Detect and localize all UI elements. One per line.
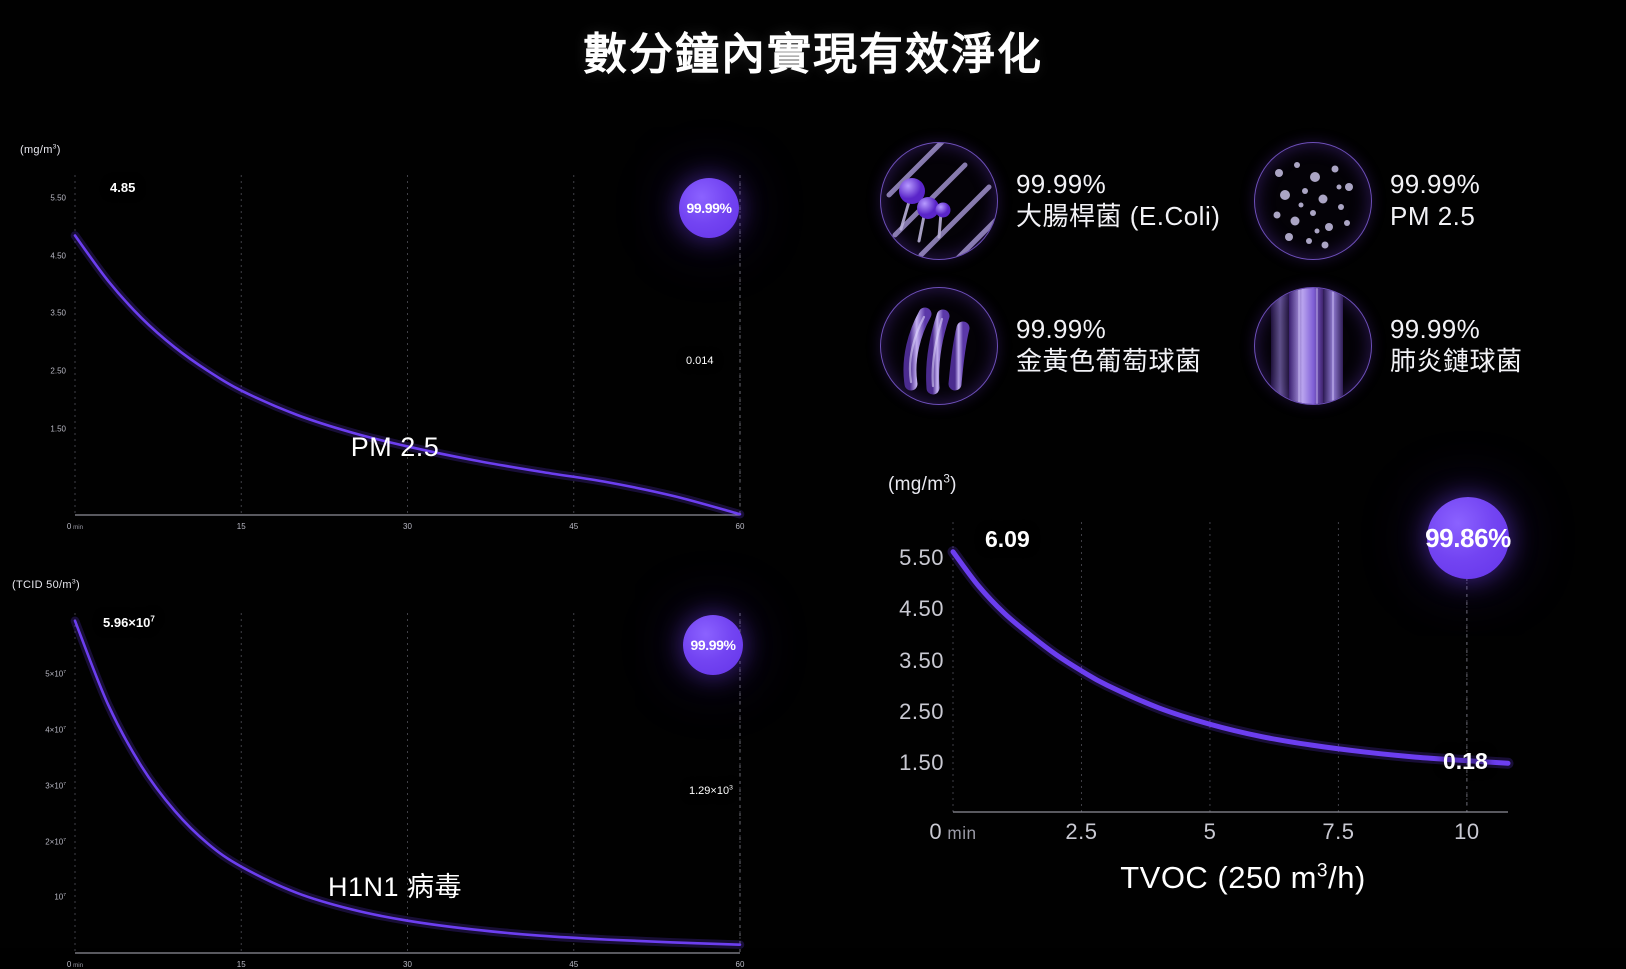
germ-name-ecoli: 大腸桿菌 (E.Coli) xyxy=(1016,201,1221,231)
tvoc-ytick: 2.50 xyxy=(899,698,944,724)
h1n1-xtick: 60 xyxy=(735,960,745,969)
chart-tvoc-plot: 5.50 4.50 3.50 2.50 1.50 0 min 2.5 5 7.5 10 xyxy=(899,522,1514,844)
germ-percent-ecoli: 99.99% xyxy=(1016,169,1106,200)
chart-pm25-caption: PM 2.5 xyxy=(350,432,440,462)
chart-tvoc: (mg/m3) 5.50 4.50 3.50 2.50 1.50 0 min 2.5 5 7.5… xyxy=(860,470,1626,910)
germ-efficiency-grid: 99.99% 大腸桿菌 (E.Coli) xyxy=(880,128,1616,418)
pm25-ytick: 3.50 xyxy=(50,308,66,318)
chart-h1n1-unit: (TCID 50/m3) xyxy=(12,578,80,591)
germ-name-staph: 金黃色葡萄球菌 xyxy=(1016,346,1202,376)
tvoc-xtick: 10 xyxy=(1454,819,1480,844)
chart-tvoc-caption: TVOC (250 m3/h) xyxy=(1120,860,1366,895)
chart-pm25-plot: 5.50 4.50 3.50 2.50 1.50 0 min 15 30 45 60 xyxy=(50,175,745,531)
germ-text-pm25: 99.99% PM 2.5 xyxy=(1390,169,1480,232)
germ-percent-pm25: 99.99% xyxy=(1390,169,1480,200)
pm25-xtick: 0 min xyxy=(66,522,84,531)
germ-text-staph: 99.99% 金黃色葡萄球菌 xyxy=(1016,314,1202,377)
h1n1-ytick: 107 xyxy=(54,892,66,902)
slide-canvas: 數分鐘內實現有效淨化 (mg/m3) 5.50 4.50 3.50 2.50 1.50 0… xyxy=(0,30,1626,969)
pm25-xtick: 45 xyxy=(569,522,579,531)
chart-h1n1-start-value: 5.96×107 xyxy=(103,614,155,630)
h1n1-ytick: 3×107 xyxy=(45,781,66,791)
germ-card-ecoli: 99.99% 大腸桿菌 (E.Coli) xyxy=(880,128,1254,274)
germ-card-strep: 99.99% 肺炎鏈球菌 xyxy=(1254,274,1616,418)
chart-tvoc-start-value: 6.09 xyxy=(985,526,1030,552)
h1n1-xtick: 30 xyxy=(403,960,412,969)
chart-pm25-efficiency-badge: 99.99% xyxy=(679,178,739,238)
tvoc-xtick: 5 xyxy=(1203,819,1217,844)
chart-tvoc-unit: (mg/m3) xyxy=(888,472,957,495)
page-title: 數分鐘內實現有效淨化 xyxy=(583,30,1043,79)
chart-pm25-unit: (mg/m3) xyxy=(20,143,61,156)
germ-percent-staph: 99.99% xyxy=(1016,314,1106,345)
tvoc-xtick: 7.5 xyxy=(1322,819,1355,844)
germ-card-pm25: 99.99% PM 2.5 xyxy=(1254,128,1616,274)
h1n1-ytick: 5×107 xyxy=(45,669,66,679)
h1n1-ytick: 4×107 xyxy=(45,725,66,735)
tvoc-xtick: 2.5 xyxy=(1065,819,1098,844)
germ-name-strep: 肺炎鏈球菌 xyxy=(1390,346,1523,376)
germ-text-ecoli: 99.99% 大腸桿菌 (E.Coli) xyxy=(1016,169,1220,232)
chart-tvoc-efficiency-badge: 99.86% xyxy=(1425,497,1511,579)
chart-tvoc-end-value: 0.18 xyxy=(1443,748,1488,774)
h1n1-xtick: 0 min xyxy=(66,960,84,969)
h1n1-xtick: 45 xyxy=(569,960,579,969)
pm25-particles-icon xyxy=(1254,142,1372,260)
ecoli-icon xyxy=(880,142,998,260)
pm25-xtick: 15 xyxy=(236,522,246,531)
chart-h1n1-end-value: 1.29×103 xyxy=(689,784,733,797)
chart-pm25: (mg/m3) 5.50 4.50 3.50 2.50 1.50 0 min 15 30 45 6… xyxy=(0,130,790,531)
strep-fiber-icon xyxy=(1254,287,1372,405)
tvoc-ytick: 3.50 xyxy=(899,647,944,673)
tvoc-ytick: 4.50 xyxy=(899,596,944,622)
pm25-ytick: 5.50 xyxy=(50,193,66,203)
germ-name-pm25: PM 2.5 xyxy=(1390,201,1476,231)
chart-h1n1-efficiency-badge: 99.99% xyxy=(683,615,743,675)
germ-percent-strep: 99.99% xyxy=(1390,314,1480,345)
h1n1-xtick: 15 xyxy=(236,960,246,969)
tvoc-ytick: 5.50 xyxy=(899,544,944,570)
germ-text-strep: 99.99% 肺炎鏈球菌 xyxy=(1390,314,1523,377)
chart-pm25-end-value: 0.014 xyxy=(686,355,714,367)
chart-h1n1-caption: H1N1 病毒 xyxy=(327,872,463,902)
tvoc-xtick: 0 min xyxy=(929,819,977,844)
pm25-svg xyxy=(70,175,745,519)
pm25-ytick: 2.50 xyxy=(50,366,66,376)
pm25-xtick: 60 xyxy=(735,522,745,531)
pm25-ytick: 1.50 xyxy=(50,424,66,434)
pm25-ytick: 4.50 xyxy=(50,251,66,261)
pm25-xtick: 30 xyxy=(403,522,412,531)
germ-card-staph: 99.99% 金黃色葡萄球菌 xyxy=(880,274,1254,418)
staph-rods-icon xyxy=(880,287,998,405)
tvoc-svg xyxy=(947,522,1514,813)
h1n1-ytick: 2×107 xyxy=(45,837,66,847)
tvoc-ytick: 1.50 xyxy=(899,750,944,776)
chart-pm25-start-value: 4.85 xyxy=(110,180,136,195)
chart-h1n1: (TCID 50/m3) 5×107 4×107 3×107 2×107 107 0 mi… xyxy=(0,565,790,969)
